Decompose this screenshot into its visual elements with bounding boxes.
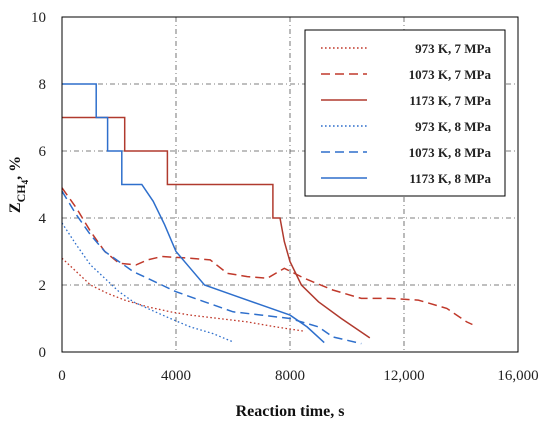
y-tick-labels: 0 2 4 6 8 10 (31, 10, 47, 361)
legend-label: 1173 K, 8 MPa (409, 171, 491, 186)
x-axis-title: Reaction time, s (236, 403, 345, 420)
series-line (61, 190, 362, 345)
y-axis-title-subscript: CH (14, 184, 28, 203)
plot-area-frame (61, 16, 519, 353)
legend-label: 1073 K, 7 MPa (409, 67, 492, 82)
series-line (61, 222, 234, 343)
legend-label: 1073 K, 8 MPa (409, 145, 492, 160)
series-line (62, 116, 371, 339)
y-tick-label: 0 (39, 345, 47, 361)
x-tick-label: 16,000 (497, 368, 538, 384)
y-tick-label: 6 (39, 144, 47, 160)
y-tick-label: 4 (39, 211, 47, 227)
legend-box (304, 29, 506, 197)
legend-label: 973 K, 7 MPa (415, 41, 491, 56)
x-tick-label: 12,000 (383, 368, 424, 384)
y-axis-title: ZCH4, % (7, 156, 30, 213)
x-tick-label: 4000 (161, 368, 191, 384)
series-line (61, 257, 305, 332)
series-line (62, 83, 325, 344)
x-tick-label: 0 (58, 368, 66, 384)
y-axis-title-main: Z (7, 202, 24, 213)
y-tick-label: 2 (39, 278, 47, 294)
legend: 973 K, 7 MPa 1073 K, 7 MPa 1173 K, 7 MPa 97… (304, 29, 506, 197)
y-tick-label: 10 (31, 10, 46, 26)
y-tick-label: 8 (39, 77, 47, 93)
x-tick-label: 8000 (275, 368, 305, 384)
series-line (61, 187, 473, 326)
legend-label: 1173 K, 7 MPa (409, 93, 491, 108)
series-lines (61, 83, 473, 345)
y-axis-title-unit: , % (7, 156, 24, 180)
x-tick-labels: 0 4000 8000 12,000 16,000 (58, 368, 538, 384)
legend-label: 973 K, 8 MPa (415, 119, 491, 134)
y-axis-title-sub-subscript: 4 (20, 179, 30, 184)
